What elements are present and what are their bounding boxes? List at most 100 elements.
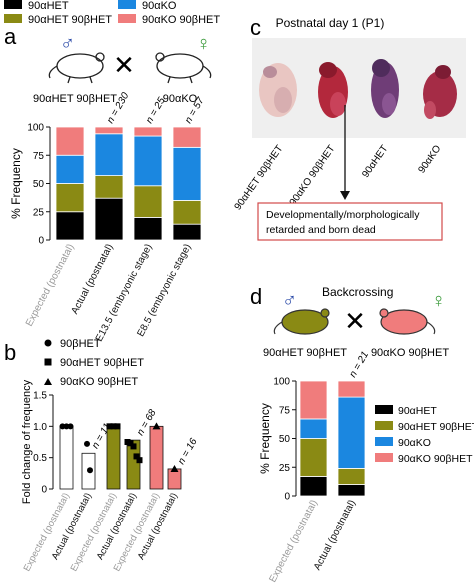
cross-times-icon-d: ✕ — [344, 306, 366, 336]
legend-label-90ahet-90bhet: 90αHET 90βHET — [28, 14, 112, 26]
y-tick-label: 50 — [33, 179, 45, 190]
bar-segment — [172, 126, 202, 148]
panel-d-title: Backcrossing — [322, 285, 393, 299]
panel-c-title: Postnatal day 1 (P1) — [276, 16, 385, 30]
bar-segment — [337, 396, 366, 469]
bar-actual — [126, 439, 141, 490]
legend-d-swatch — [375, 405, 393, 414]
bar-segment — [299, 418, 328, 439]
cross-right-label: 90αKO — [163, 93, 198, 105]
y-axis-label: % Frequency — [9, 148, 23, 219]
bar-segment — [133, 135, 163, 187]
data-point-triangle — [170, 464, 179, 472]
note-box — [257, 202, 443, 241]
legend-d-swatch — [375, 453, 393, 462]
legend-label-90ahet: 90αHET — [28, 0, 69, 12]
y-tick-label: 0.5 — [33, 453, 47, 464]
y-axis-label: % Frequency — [258, 403, 272, 474]
bar-segment — [299, 380, 328, 420]
bar-expected — [149, 425, 164, 490]
panel-label-c: c — [250, 15, 261, 40]
bar-expected — [106, 425, 121, 490]
y-tick-label: 0 — [38, 236, 44, 247]
legend-circle-marker — [44, 339, 52, 347]
panel-label-d: d — [250, 284, 262, 309]
cross-d-right-label: 90αKO 90βHET — [371, 347, 449, 359]
y-tick-label: 100 — [27, 123, 44, 134]
cross-times-icon: ✕ — [113, 50, 135, 80]
legend-d-swatch — [375, 421, 393, 430]
x-tick-label: Actual (postnatal) — [69, 242, 115, 316]
bar-segment — [337, 484, 366, 497]
legend-square-marker — [44, 358, 52, 366]
bar-segment — [55, 211, 85, 241]
legend-b-label-0: 90βHET — [60, 338, 101, 350]
y-tick-label: 100 — [273, 377, 290, 388]
bar-segment — [337, 380, 366, 398]
bar-segment — [55, 126, 85, 156]
data-point-square — [106, 423, 113, 430]
chart-b-fold-change: 90βHET 90αHET 90βHET 90αKO 90βHET 0 0.5 1.… — [21, 338, 200, 573]
x-tick-label: Actual (postnatal) — [312, 498, 358, 572]
pup-image-1 — [259, 63, 297, 117]
x-tick-label: Expected (postnatal) — [24, 242, 77, 328]
y-tick-label: 50 — [279, 434, 291, 445]
data-point-square — [114, 423, 121, 430]
n-label: n = 16 — [176, 436, 200, 466]
note-line-1: Developmentally/morphologically — [266, 209, 420, 221]
bar-actual — [167, 468, 182, 490]
pup-label-4: 90αKO — [416, 143, 443, 175]
cross-diagram-d: Backcrossing ♂ ✕ ♀ 90αHET 90βHET 90αKO 9… — [263, 285, 449, 359]
cross-d-left-label: 90αHET 90βHET — [263, 347, 347, 359]
y-tick-label: 25 — [279, 463, 291, 474]
male-symbol: ♂ — [60, 33, 75, 55]
legend-d-label: 90αHET — [398, 405, 437, 417]
bar-segment — [337, 467, 366, 485]
arrow-head-icon — [340, 191, 350, 200]
pup-image-2 — [318, 62, 348, 118]
bar-segment — [55, 183, 85, 213]
pup-label-3: 90αHET — [360, 143, 390, 180]
panel-label-b: b — [4, 340, 16, 365]
legend-triangle-marker — [44, 378, 52, 385]
y-tick-label: 75 — [279, 405, 291, 416]
female-symbol-d: ♀ — [431, 290, 446, 312]
legend-label-90ako: 90αKO — [142, 0, 177, 12]
bar-segment — [133, 126, 163, 137]
panel-label-a: a — [4, 24, 17, 49]
legend-d-label: 90αHET 90βHET — [398, 421, 474, 433]
mouse-icon-right — [155, 52, 212, 84]
cross-left-label: 90αHET 90βHET — [33, 93, 117, 105]
bar-segment — [94, 175, 124, 199]
data-point-circle — [67, 423, 74, 430]
bar-segment — [55, 154, 85, 184]
legend-b-label-2: 90αKO 90βHET — [60, 376, 138, 388]
data-point-square — [133, 453, 140, 460]
chart-a-frequency: 0 25 50 75 100 % Frequency Expected (postnatal… — [9, 90, 207, 343]
bar-segment — [299, 438, 328, 477]
y-tick-label: 75 — [33, 151, 45, 162]
legend-swatch-90ahet — [4, 0, 22, 9]
top-legend: 90αHET 90αKO 90αHET 90βHET 90αKO 90βHET — [4, 0, 220, 26]
bar-segment — [133, 216, 163, 241]
bar-segment — [94, 197, 124, 241]
cross-diagram-a: ♂ ✕ ♀ 90αHET 90βHET 90αKO — [33, 33, 212, 105]
note-line-2: retarded and born dead — [266, 224, 376, 236]
x-tick-label: Expected (postnatal) — [267, 498, 320, 584]
pup-label-1: 90αHET 90βHET — [233, 143, 286, 212]
chart-b-legend: 90βHET 90αHET 90βHET 90αKO 90βHET — [44, 338, 144, 388]
legend-swatch-90ako-90bhet — [118, 14, 136, 23]
panel-c-photo: Postnatal day 1 (P1) 90αHET 90βHET 90αKO… — [233, 16, 466, 241]
bar-segment — [172, 200, 202, 225]
data-point-square — [136, 457, 143, 464]
mouse-icon-d-left — [273, 308, 330, 335]
data-point-square — [127, 440, 134, 447]
bar-segment — [172, 223, 202, 241]
y-tick-label: 0 — [41, 485, 47, 496]
y-tick-label: 25 — [33, 207, 45, 218]
mouse-icon-d-right — [379, 308, 436, 335]
data-point-circle — [84, 440, 90, 447]
y-tick-label: 1.5 — [33, 391, 47, 402]
legend-d-label: 90αKO — [398, 437, 431, 449]
